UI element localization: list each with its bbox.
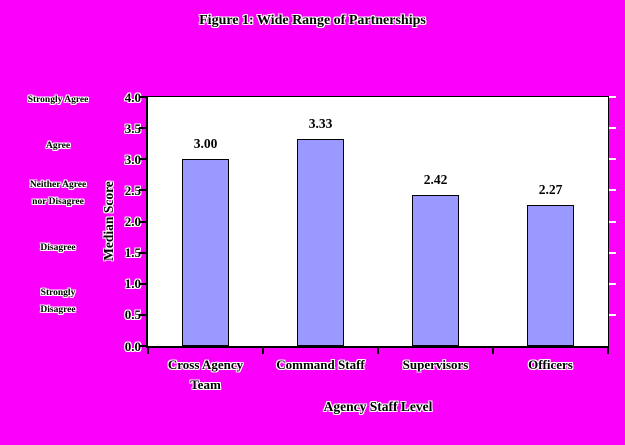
likert-scale-label-line: Disagree	[40, 304, 76, 315]
category-label: Command Staff	[256, 355, 386, 375]
y-axis-tick	[139, 313, 146, 316]
y-axis-right-tick	[609, 158, 616, 161]
y-axis-right-tick	[609, 282, 616, 285]
y-axis-tick	[139, 251, 146, 254]
x-axis-tick	[377, 348, 379, 354]
y-tick-label: 2.0	[124, 214, 141, 229]
y-axis-right-tick	[609, 313, 616, 316]
category-label: Officers	[486, 355, 616, 375]
y-tick-label: 3.0	[124, 151, 141, 167]
likert-scale-label-line: Neither Agree	[29, 180, 87, 191]
bar-value-label: 2.27	[538, 182, 563, 197]
x-axis-tick	[607, 348, 609, 354]
y-axis-right-tick	[609, 189, 616, 192]
y-tick-label: 1.0	[124, 276, 141, 292]
x-axis-tick	[262, 348, 264, 354]
y-axis-tick	[139, 158, 146, 161]
category-label-line: Command Staff	[276, 357, 365, 372]
likert-scale-label: Strongly Disagree	[6, 285, 110, 319]
likert-scale-label: Neither Agree nor Disagree	[6, 177, 110, 211]
y-axis-right-tick	[609, 220, 616, 223]
bar-3	[412, 195, 459, 346]
y-axis-tick	[139, 96, 146, 98]
x-axis-tick	[147, 348, 149, 354]
y-axis-tick	[139, 189, 146, 192]
y-tick-label: 3.5	[124, 120, 141, 136]
y-axis-tick	[139, 127, 146, 130]
likert-scale-label-line: Strongly Agree	[27, 95, 89, 106]
y-axis-tick	[139, 282, 146, 285]
likert-scale-label: Strongly Agree	[6, 92, 110, 109]
category-label-line: Supervisors	[402, 357, 469, 372]
y-axis-right-tick	[609, 251, 616, 254]
x-axis-tick	[492, 348, 494, 354]
likert-scale-label-line: Strongly	[40, 287, 76, 298]
likert-scale-label-line: nor Disagree	[32, 197, 84, 208]
bar-value-label: 3.33	[308, 116, 333, 131]
y-axis-right-tick	[609, 96, 616, 98]
x-axis-title: Agency Staff Level	[323, 399, 433, 414]
y-tick-label: 0.5	[124, 307, 141, 323]
category-label-line: Team	[190, 377, 221, 392]
plot-area: 3.00 3.33 2.42 2.27	[139, 96, 616, 354]
y-tick-label: 1.5	[124, 245, 141, 261]
bar-2	[297, 139, 344, 346]
category-label: Cross Agency Team	[141, 355, 271, 395]
y-axis-tick	[139, 220, 146, 223]
category-label-line: Cross Agency	[167, 357, 244, 372]
bar-1	[182, 159, 229, 346]
bar-4	[527, 205, 574, 346]
chart-title: Figure 1: Wide Range of Partnerships	[199, 13, 426, 28]
y-tick-label: 0.0	[124, 338, 141, 354]
y-axis-tick	[139, 345, 146, 347]
bar-value-label: 3.00	[193, 136, 218, 151]
bar-value-label: 2.42	[423, 172, 448, 187]
y-axis-right-tick	[609, 127, 616, 130]
y-tick-label: 4.0	[124, 89, 141, 105]
likert-scale-label-line: Agree	[45, 141, 71, 152]
likert-scale-label-line: Disagree	[40, 243, 76, 254]
likert-scale-label: Disagree	[6, 240, 110, 257]
likert-scale-label: Agree	[6, 138, 110, 155]
category-label: Supervisors	[371, 355, 501, 375]
category-label-line: Officers	[528, 357, 573, 372]
y-tick-label: 2.5	[124, 182, 141, 198]
